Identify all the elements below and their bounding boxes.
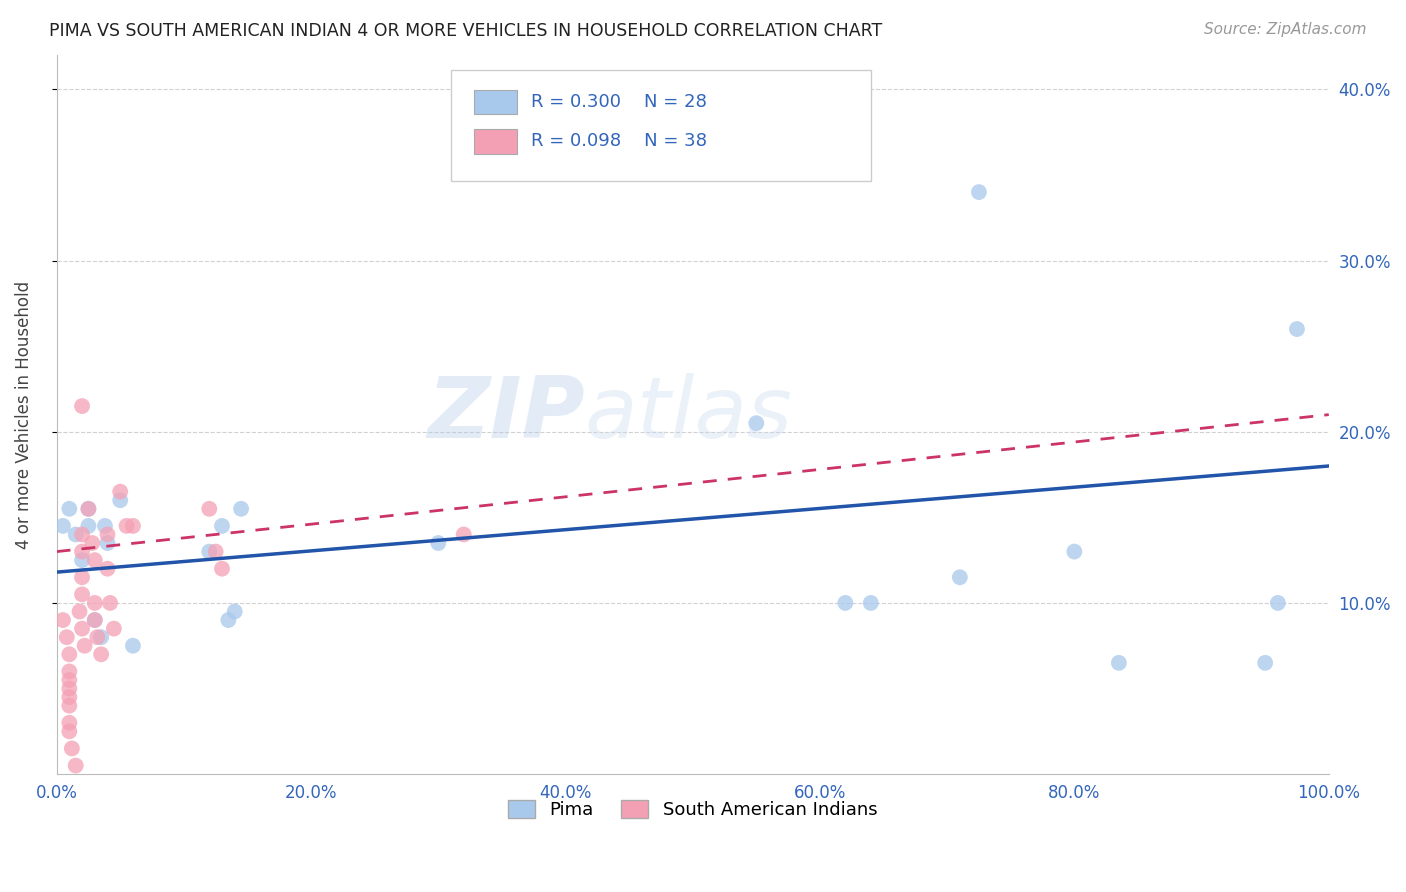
- Point: [65, 527, 87, 541]
- Point: [198, 501, 221, 516]
- Point: [58, 665, 80, 679]
- Point: [83, 553, 105, 567]
- Point: [69, 605, 91, 619]
- Point: [1254, 656, 1277, 670]
- Point: [859, 596, 882, 610]
- Text: ZIP: ZIP: [427, 373, 585, 456]
- Text: PIMA VS SOUTH AMERICAN INDIAN 4 OR MORE VEHICLES IN HOUSEHOLD CORRELATION CHART: PIMA VS SOUTH AMERICAN INDIAN 4 OR MORE …: [49, 22, 883, 40]
- Point: [70, 527, 93, 541]
- Point: [453, 527, 475, 541]
- Point: [58, 673, 80, 687]
- Point: [60, 741, 83, 756]
- Point: [70, 544, 93, 558]
- Point: [949, 570, 972, 584]
- Point: [204, 544, 226, 558]
- Point: [1285, 322, 1308, 336]
- Point: [427, 536, 450, 550]
- Text: R = 0.098    N = 38: R = 0.098 N = 38: [531, 132, 707, 151]
- Point: [745, 416, 768, 430]
- Point: [58, 501, 80, 516]
- Point: [58, 698, 80, 713]
- Point: [90, 648, 112, 662]
- FancyBboxPatch shape: [474, 90, 517, 114]
- Point: [65, 758, 87, 772]
- Point: [115, 519, 138, 533]
- Text: Source: ZipAtlas.com: Source: ZipAtlas.com: [1204, 22, 1367, 37]
- Point: [58, 681, 80, 696]
- Point: [73, 639, 96, 653]
- Point: [83, 596, 105, 610]
- Y-axis label: 4 or more Vehicles in Household: 4 or more Vehicles in Household: [15, 281, 32, 549]
- Point: [70, 587, 93, 601]
- FancyBboxPatch shape: [474, 129, 517, 153]
- Point: [82, 536, 104, 550]
- Point: [58, 724, 80, 739]
- FancyBboxPatch shape: [451, 70, 870, 181]
- Text: atlas: atlas: [585, 373, 793, 456]
- Point: [56, 630, 79, 644]
- Point: [83, 613, 105, 627]
- Point: [211, 562, 233, 576]
- Point: [70, 553, 93, 567]
- Point: [98, 596, 121, 610]
- Point: [70, 570, 93, 584]
- Point: [70, 622, 93, 636]
- Point: [229, 501, 252, 516]
- Point: [52, 519, 75, 533]
- Point: [96, 536, 118, 550]
- Point: [217, 613, 239, 627]
- Point: [96, 527, 118, 541]
- Legend: Pima, South American Indians: Pima, South American Indians: [501, 792, 884, 826]
- Point: [103, 622, 125, 636]
- Point: [110, 493, 132, 508]
- Text: R = 0.300    N = 28: R = 0.300 N = 28: [531, 93, 707, 111]
- Point: [86, 630, 108, 644]
- Point: [834, 596, 856, 610]
- Point: [224, 605, 246, 619]
- Point: [1108, 656, 1130, 670]
- Point: [1063, 544, 1085, 558]
- Point: [967, 185, 990, 199]
- Point: [83, 613, 105, 627]
- Point: [77, 501, 100, 516]
- Point: [58, 690, 80, 704]
- Point: [58, 715, 80, 730]
- Point: [1267, 596, 1289, 610]
- Point: [90, 630, 112, 644]
- Point: [122, 639, 145, 653]
- Point: [52, 613, 75, 627]
- Point: [198, 544, 221, 558]
- Point: [70, 399, 93, 413]
- Point: [77, 501, 100, 516]
- Point: [94, 519, 117, 533]
- Point: [211, 519, 233, 533]
- Point: [96, 562, 118, 576]
- Point: [110, 484, 132, 499]
- Point: [77, 519, 100, 533]
- Point: [122, 519, 145, 533]
- Point: [58, 648, 80, 662]
